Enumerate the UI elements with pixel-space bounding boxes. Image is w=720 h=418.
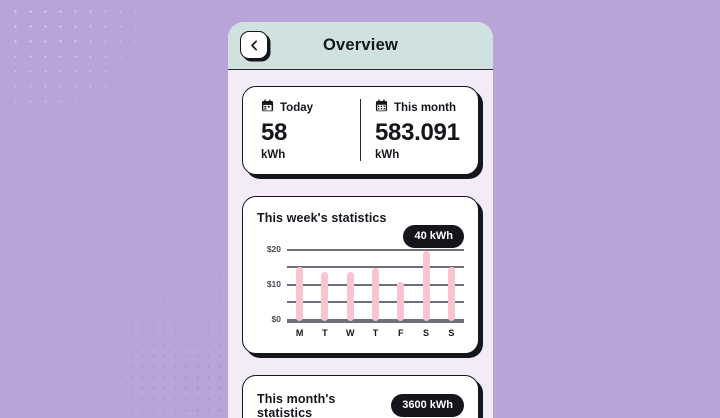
chart-y-tick-label: $20: [266, 243, 281, 254]
chart-bar[interactable]: [447, 266, 455, 321]
chart-x-tick-label: T: [372, 327, 379, 338]
chart-x-tick-label: S: [448, 327, 455, 338]
summary-today-unit: kWh: [261, 148, 286, 161]
summary-this-month-value: 583.091: [375, 119, 460, 146]
calendar-month-icon: [375, 99, 388, 117]
week-total-badge: 40 kWh: [403, 224, 464, 248]
chart-bar[interactable]: [371, 268, 379, 321]
chart-x-tick-label: F: [398, 327, 404, 338]
chart-bar[interactable]: [397, 282, 405, 321]
chart-bar[interactable]: [346, 271, 354, 321]
back-button[interactable]: [240, 31, 268, 59]
chart-x-tick-label: S: [423, 327, 430, 338]
week-statistics-card: This week's statistics 40 kWh $0 $10 $20 M…: [242, 195, 479, 354]
summary-card: Today 58 kWh: [242, 86, 479, 175]
chart-plot-area: $0 $10 $20: [267, 244, 464, 324]
chart-x-tick-label: W: [345, 327, 355, 338]
summary-this-month: This month 583.091 kWh: [360, 99, 474, 161]
week-bar-chart: $0 $10 $20 M T W T F S S: [257, 244, 464, 343]
chart-y-tick-label: $0: [271, 313, 281, 324]
chart-bar-slot[interactable]: [439, 251, 464, 321]
week-statistics-title: This week's statistics: [257, 210, 387, 225]
chart-bar[interactable]: [422, 250, 430, 321]
summary-today-head: Today: [261, 99, 352, 117]
chart-bar-slot[interactable]: [363, 251, 388, 321]
chart-bar-slot[interactable]: [413, 250, 438, 321]
chart-y-tick-label: $10: [266, 278, 281, 289]
app-body: Today 58 kWh: [228, 70, 493, 418]
chart-bar[interactable]: [296, 266, 304, 321]
calendar-day-icon: [261, 99, 274, 117]
summary-this-month-label: This month: [394, 102, 456, 114]
chart-gridline: $20: [267, 244, 464, 254]
background-dots-bottom-right: [60, 240, 240, 418]
background-dots-top-left: [8, 4, 168, 114]
app-header: Overview: [228, 22, 493, 70]
chart-x-tick-label: M: [295, 327, 304, 338]
chart-bar[interactable]: [321, 271, 329, 321]
summary-today-label: Today: [280, 102, 314, 114]
month-statistics-card: This month's statistics 3600 kWh: [242, 374, 479, 418]
chart-bar-slot[interactable]: [338, 251, 363, 321]
chart-bar-slot[interactable]: [312, 251, 337, 321]
chart-x-tick-label: T: [322, 327, 328, 338]
summary-today: Today 58 kWh: [247, 99, 360, 161]
month-statistics-title: This month's statistics: [257, 391, 336, 418]
summary-today-value: 58: [261, 119, 288, 146]
phone-screen: Overview: [228, 22, 493, 418]
chart-gridline: [287, 266, 464, 269]
arrow-left-icon: [248, 39, 261, 52]
summary-this-month-head: This month: [375, 99, 466, 117]
chart-bar-slot[interactable]: [388, 251, 413, 321]
page-title: Overview: [323, 36, 398, 54]
summary-this-month-unit: kWh: [375, 148, 400, 161]
chart-bars: [287, 250, 464, 321]
month-total-badge: 3600 kWh: [391, 394, 464, 418]
chart-bar-slot[interactable]: [287, 251, 312, 321]
